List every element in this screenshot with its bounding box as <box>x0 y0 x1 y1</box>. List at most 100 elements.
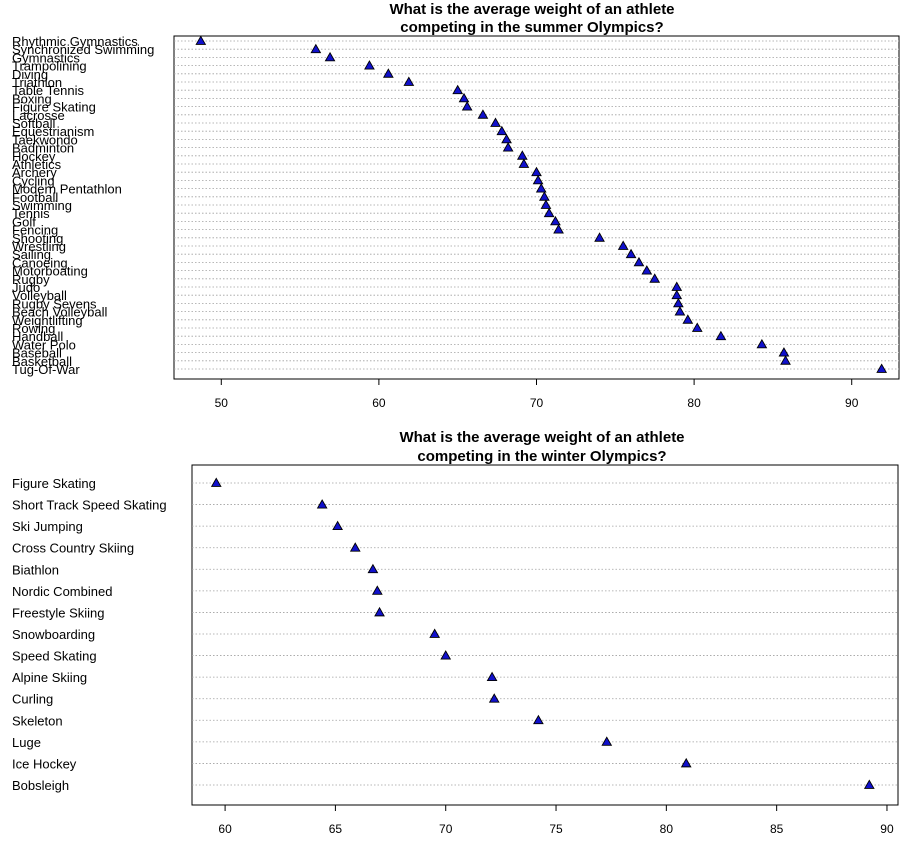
summer-data-point <box>594 232 605 242</box>
winter-data-point <box>429 628 441 638</box>
summer-plot-frame <box>173 35 900 380</box>
summer-data-point <box>403 76 415 86</box>
summer-category-label: Football <box>12 190 58 205</box>
winter-category-label: Curling <box>12 692 53 707</box>
summer-data-point <box>458 92 470 103</box>
summer-category-label: Rugby <box>12 272 50 287</box>
summer-category-label: Modern Pentathlon <box>12 182 122 197</box>
winter-category-label: Luge <box>12 735 41 750</box>
winter-data-point <box>210 477 222 487</box>
winter-x-tick-label: 75 <box>549 822 563 836</box>
summer-data-point <box>625 248 637 259</box>
summer-data-point <box>756 338 768 349</box>
winter-category-label: Speed Skating <box>12 649 97 664</box>
winter-rows: Figure Skating Short Track Speed Skating S… <box>12 476 898 793</box>
summer-category-label: Weightlifting <box>12 313 83 328</box>
winter-data-point <box>367 563 379 574</box>
summer-category-label: Taekwondo <box>12 132 78 147</box>
summer-x-tick-label: 50 <box>215 396 229 410</box>
winter-category-label: Figure Skating <box>12 476 96 491</box>
summer-category-label: Triathlon <box>12 75 62 90</box>
summer-data-point <box>310 43 322 54</box>
summer-category-label: Motorboating <box>12 264 88 279</box>
summer-data-point <box>531 166 542 177</box>
summer-category-label: Water Polo <box>12 337 76 352</box>
winter-x-tick-label: 90 <box>880 822 894 836</box>
summer-data-point <box>501 133 512 144</box>
summer-category-label: Athletics <box>12 157 62 172</box>
winter-data-point <box>371 585 383 595</box>
summer-data-point <box>682 314 694 324</box>
summer-category-label: Golf <box>12 214 36 229</box>
winter-data-point <box>440 650 452 660</box>
summer-category-label: Fencing <box>12 223 58 238</box>
summer-category-label: Synchronized Swimming <box>12 42 154 57</box>
winter-category-label: Cross Country Skiing <box>12 541 134 556</box>
winter-x-tick-label: 65 <box>329 822 343 836</box>
winter-x-tick-label: 70 <box>439 822 453 836</box>
summer-data-point <box>641 265 653 275</box>
summer-category-label: Tennis <box>12 206 50 221</box>
summer-data-point <box>671 281 683 291</box>
summer-data-point <box>364 60 375 70</box>
summer-x-tick-label: 80 <box>687 396 701 410</box>
winter-category-label: Freestyle Skiing <box>12 605 104 620</box>
summer-data-point <box>502 142 514 152</box>
summer-category-label: Rowing <box>12 321 55 336</box>
summer-category-label: Tug-Of-War <box>12 362 80 377</box>
winter-category-label: Bobsleigh <box>12 778 69 793</box>
winter-chart-title-line-1: What is the average weight of an athlete <box>399 429 684 446</box>
winter-data-point <box>680 757 692 768</box>
summer-category-label: Boxing <box>12 91 52 106</box>
summer-data-point <box>780 355 791 365</box>
summer-category-label: Lacrosse <box>12 108 65 123</box>
summer-data-point <box>674 306 686 316</box>
summer-data-point <box>518 158 530 168</box>
winter-data-point <box>349 542 361 552</box>
winter-data-point <box>488 693 500 703</box>
winter-x-tick-label: 85 <box>770 822 784 836</box>
summer-category-label: Volleyball <box>12 288 67 303</box>
summer-data-point <box>539 191 550 201</box>
winter-category-label: Biathlon <box>12 562 59 577</box>
summer-data-point <box>535 183 547 193</box>
winter-chart-title-line-2: competing in the winter Olympics? <box>417 448 666 465</box>
summer-category-label: Canoeing <box>12 255 68 270</box>
summer-data-point <box>876 363 888 373</box>
winter-data-point <box>486 671 498 682</box>
winter-x-axis: 60 65 70 75 80 85 90 <box>218 805 894 836</box>
summer-olympics-chart: What is the average weight of an athlete… <box>12 1 900 410</box>
summer-category-label: Wrestling <box>12 239 66 254</box>
summer-category-label: Shooting <box>12 231 63 246</box>
summer-data-point <box>691 322 703 332</box>
winter-category-label: Snowboarding <box>12 627 95 642</box>
winter-category-label: Skeleton <box>12 713 63 728</box>
summer-category-label: Table Tennis <box>12 83 85 98</box>
summer-data-point <box>540 199 552 209</box>
summer-data-point <box>633 256 645 267</box>
summer-data-point <box>490 117 501 127</box>
summer-category-label: Softball <box>12 116 55 131</box>
winter-data-point <box>601 736 613 746</box>
summer-x-tick-label: 60 <box>372 396 386 410</box>
summer-category-label: Gymnastics <box>12 50 80 65</box>
summer-data-point <box>778 347 790 357</box>
winter-data-point <box>332 520 343 531</box>
summer-category-label: Beach Volleyball <box>12 305 108 320</box>
summer-data-point <box>543 207 555 218</box>
summer-category-label: Basketball <box>12 354 72 369</box>
summer-category-label: Badminton <box>12 141 74 156</box>
summer-category-label: Hockey <box>12 149 56 164</box>
summer-data-point <box>496 125 508 136</box>
summer-chart-title-line-2: competing in the summer Olympics? <box>400 19 663 36</box>
summer-data-point <box>550 215 561 226</box>
winter-category-label: Nordic Combined <box>12 584 112 599</box>
summer-data-point <box>649 273 661 283</box>
summer-category-label: Trampolining <box>12 59 87 74</box>
summer-category-label: Swimming <box>12 198 72 213</box>
summer-data-point <box>672 297 684 308</box>
summer-data-point <box>671 289 683 300</box>
winter-category-label: Short Track Speed Skating <box>12 498 167 513</box>
